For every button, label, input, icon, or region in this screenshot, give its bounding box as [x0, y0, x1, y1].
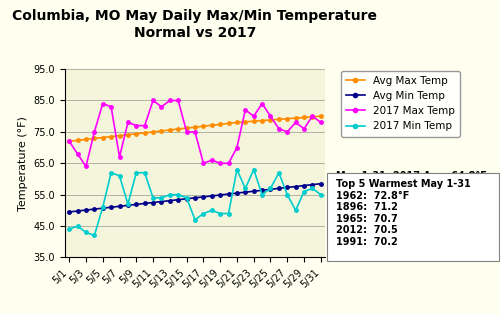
Text: Columbia, MO May Daily Max/Min Temperature
Normal vs 2017: Columbia, MO May Daily Max/Min Temperatu…: [12, 9, 378, 40]
Y-axis label: Temperature (°F): Temperature (°F): [18, 116, 28, 211]
Text: May 1-31, 2017 Avg: 64.8°F
Dept. from Norm: + 0.8°: May 1-31, 2017 Avg: 64.8°F Dept. from No…: [336, 171, 488, 193]
Text: Top 5 Warmest May 1-31
1962:  72.8°F
1896:  71.2
1965:  70.7
2012:  70.5
1991:  : Top 5 Warmest May 1-31 1962: 72.8°F 1896…: [336, 179, 471, 247]
Legend: Avg Max Temp, Avg Min Temp, 2017 Max Temp, 2017 Min Temp: Avg Max Temp, Avg Min Temp, 2017 Max Tem…: [340, 71, 460, 137]
